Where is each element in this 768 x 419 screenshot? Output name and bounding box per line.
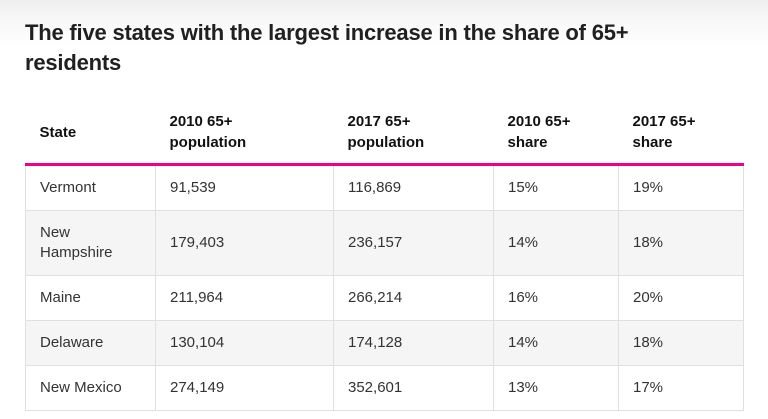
table-cell-share-2010: 14% — [493, 210, 619, 276]
table-cell-share-2017: 20% — [618, 275, 744, 321]
table-row-vermont: Vermont 91,539 116,869 15% 19% — [25, 164, 744, 211]
table-cell-pop-2017: 174,128 — [333, 320, 494, 366]
table-cell-share-2017: 18% — [618, 320, 744, 366]
table-row-new-hampshire: New Hampshire 179,403 236,157 14% 18% — [25, 210, 744, 276]
table-row-maine: Maine 211,964 266,214 16% 20% — [25, 275, 744, 321]
table-cell-state: Vermont — [25, 164, 156, 211]
table-cell-pop-2017: 352,601 — [333, 365, 494, 411]
table-cell-pop-2010: 179,403 — [155, 210, 334, 276]
table-cell-state: Delaware — [25, 320, 156, 366]
table-cell-pop-2010: 91,539 — [155, 164, 334, 211]
table-cell-share-2017: 19% — [618, 164, 744, 211]
table-cell-share-2010: 16% — [493, 275, 619, 321]
table-row-delaware: Delaware 130,104 174,128 14% 18% — [25, 320, 744, 366]
table-body: Vermont 91,539 116,869 15% 19% New Hamps… — [25, 164, 744, 411]
table-cell-share-2017: 17% — [618, 365, 744, 411]
table-cell-pop-2017: 236,157 — [333, 210, 494, 276]
column-header-2017-share: 2017 65+ share — [618, 103, 744, 166]
table-cell-pop-2010: 130,104 — [155, 320, 334, 366]
header-row: State 2010 65+ population 2017 65+ popul… — [25, 103, 744, 166]
data-table: State 2010 65+ population 2017 65+ popul… — [25, 103, 744, 411]
table-cell-share-2010: 14% — [493, 320, 619, 366]
table-cell-share-2017: 18% — [618, 210, 744, 276]
table-header: State 2010 65+ population 2017 65+ popul… — [25, 103, 744, 166]
column-header-2010-share: 2010 65+ share — [493, 103, 619, 166]
table-cell-share-2010: 15% — [493, 164, 619, 211]
table-cell-state: New Mexico — [25, 365, 156, 411]
chart-title: The five states with the largest increas… — [25, 20, 629, 75]
table-cell-state: New Hampshire — [25, 210, 156, 276]
table-cell-pop-2017: 116,869 — [333, 164, 494, 211]
table-cell-pop-2017: 266,214 — [333, 275, 494, 321]
table-cell-pop-2010: 211,964 — [155, 275, 334, 321]
column-header-state: State — [25, 103, 156, 166]
table-cell-state: Maine — [25, 275, 156, 321]
table-cell-share-2010: 13% — [493, 365, 619, 411]
table-cell-pop-2010: 274,149 — [155, 365, 334, 411]
table-row-new-mexico: New Mexico 274,149 352,601 13% 17% — [25, 365, 744, 411]
column-header-2017-population: 2017 65+ population — [333, 103, 494, 166]
page: The five states with the largest increas… — [0, 18, 768, 419]
column-header-2010-population: 2010 65+ population — [155, 103, 334, 166]
